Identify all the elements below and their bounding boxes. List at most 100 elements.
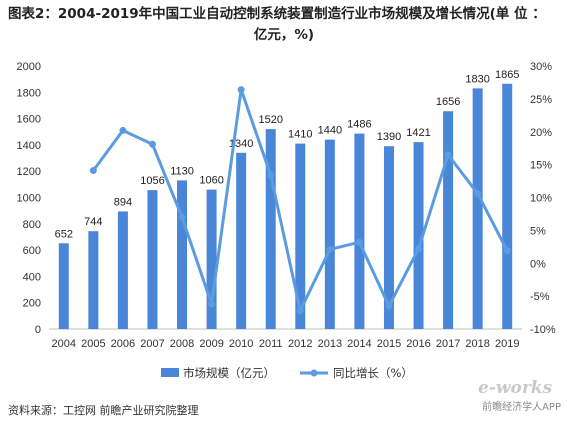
- bar-data-label: 894: [114, 196, 132, 208]
- growth-point: [503, 247, 511, 255]
- x-tick-label: 2012: [288, 338, 312, 350]
- growth-point: [385, 302, 393, 310]
- bar: [472, 88, 483, 329]
- bar: [58, 243, 69, 329]
- bar: [236, 152, 247, 329]
- bar: [206, 189, 217, 329]
- growth-point: [178, 213, 186, 221]
- bar: [88, 231, 99, 329]
- chart-title-line2: 亿元，%): [253, 27, 315, 43]
- left-tick-label: 1200: [17, 166, 41, 178]
- bar: [502, 83, 513, 329]
- x-tick-label: 2017: [436, 338, 460, 350]
- growth-point: [148, 140, 156, 148]
- bar-data-label: 1440: [318, 125, 342, 137]
- bar-data-label: 1520: [258, 114, 282, 126]
- right-axis: -10% -5% 0% 5% 10% 15% 20% 25% 30%: [530, 61, 556, 336]
- x-tick-label: 2005: [81, 338, 105, 350]
- x-tick-label: 2013: [318, 338, 342, 350]
- bar-data-label: 1865: [495, 69, 519, 81]
- growth-point: [296, 307, 304, 315]
- right-tick-label: 20%: [530, 127, 552, 139]
- bar-series: [58, 83, 513, 330]
- right-tick-label: -5%: [530, 291, 550, 303]
- bar-data-label: 1656: [436, 96, 460, 108]
- source-note: 资料来源：工控网 前瞻产业研究院整理: [8, 404, 199, 417]
- bar: [354, 133, 365, 329]
- bar: [324, 139, 335, 329]
- x-tick-label: 2007: [140, 338, 164, 350]
- growth-point: [208, 300, 216, 308]
- bar-data-label: 1390: [377, 131, 401, 143]
- watermark-logo: e-works: [478, 378, 553, 398]
- growth-point: [119, 126, 127, 134]
- bar: [147, 190, 158, 329]
- chart-title: 图表2：2004-2019年中国工业自动控制系统装置制造行业市场规模及增长情况(…: [8, 4, 560, 46]
- bar-data-label: 1130: [170, 165, 194, 177]
- left-tick-label: 400: [23, 271, 41, 283]
- left-tick-label: 600: [23, 245, 41, 257]
- growth-point: [444, 151, 452, 159]
- bar: [295, 143, 306, 329]
- x-tick-label: 2014: [347, 338, 371, 350]
- x-tick-label: 2018: [465, 338, 489, 350]
- growth-point: [326, 245, 334, 253]
- left-tick-label: 2000: [17, 61, 41, 73]
- growth-line-series: [89, 86, 511, 315]
- left-axis: 0 200 400 600 800 1000 1200 1400 1600 1800 2000: [17, 61, 41, 336]
- growth-point: [415, 245, 423, 253]
- x-tick-label: 2015: [377, 338, 401, 350]
- bar: [177, 180, 188, 329]
- growth-point: [267, 171, 275, 179]
- bar: [265, 129, 276, 329]
- watermark-text: 前瞻经济学人APP: [482, 402, 561, 413]
- x-tick-label: 2004: [52, 338, 76, 350]
- right-tick-label: 10%: [530, 193, 552, 205]
- left-tick-label: 800: [23, 219, 41, 231]
- growth-point: [237, 86, 245, 94]
- bar-data-label: 1060: [199, 175, 223, 187]
- x-tick-label: 2011: [259, 338, 283, 350]
- growth-point: [474, 190, 482, 198]
- bar-data-label: 744: [84, 216, 102, 228]
- legend-line-marker: [310, 369, 318, 377]
- bar-data-label: 1486: [347, 119, 371, 131]
- right-tick-label: 0%: [530, 258, 546, 270]
- x-tick-label: 2019: [495, 338, 519, 350]
- left-tick-label: 1000: [17, 193, 41, 205]
- chart-title-line1: 图表2：2004-2019年中国工业自动控制系统装置制造行业市场规模及增长情况(…: [8, 6, 546, 22]
- x-tick-label: 2016: [406, 338, 430, 350]
- bar-data-label: 1410: [288, 129, 312, 141]
- bar-data-label: 652: [55, 228, 73, 240]
- x-tick-label: 2008: [170, 338, 194, 350]
- bar: [383, 146, 394, 329]
- left-tick-label: 1800: [17, 87, 41, 99]
- legend: 市场规模（亿元） 同比增长（%）: [161, 366, 413, 380]
- left-tick-label: 1600: [17, 114, 41, 126]
- legend-line-label: 同比增长（%）: [333, 366, 413, 380]
- bar: [117, 211, 128, 329]
- growth-point: [89, 167, 97, 175]
- bar: [443, 111, 454, 330]
- bar-data-label: 1421: [406, 127, 430, 139]
- legend-bar-swatch: [161, 368, 179, 377]
- left-tick-label: 0: [35, 324, 41, 336]
- legend-bar-label: 市场规模（亿元）: [183, 366, 275, 380]
- x-tick-label: 2009: [199, 338, 223, 350]
- bar-data-label: 1056: [140, 175, 164, 187]
- left-tick-label: 1400: [17, 140, 41, 152]
- right-tick-label: 30%: [530, 61, 552, 73]
- right-tick-label: 5%: [530, 225, 546, 237]
- x-axis: 2004 2005 2006 2007 2008 2009 2010 2011 2012 2013…: [49, 328, 522, 350]
- growth-point: [355, 238, 363, 246]
- left-tick-label: 200: [23, 298, 41, 310]
- bar-data-label: 1830: [465, 73, 489, 85]
- bar: [413, 142, 424, 329]
- right-tick-label: -10%: [530, 324, 556, 336]
- x-tick-label: 2006: [111, 338, 135, 350]
- right-tick-label: 15%: [530, 160, 552, 172]
- x-tick-label: 2010: [229, 338, 253, 350]
- right-tick-label: 25%: [530, 94, 552, 106]
